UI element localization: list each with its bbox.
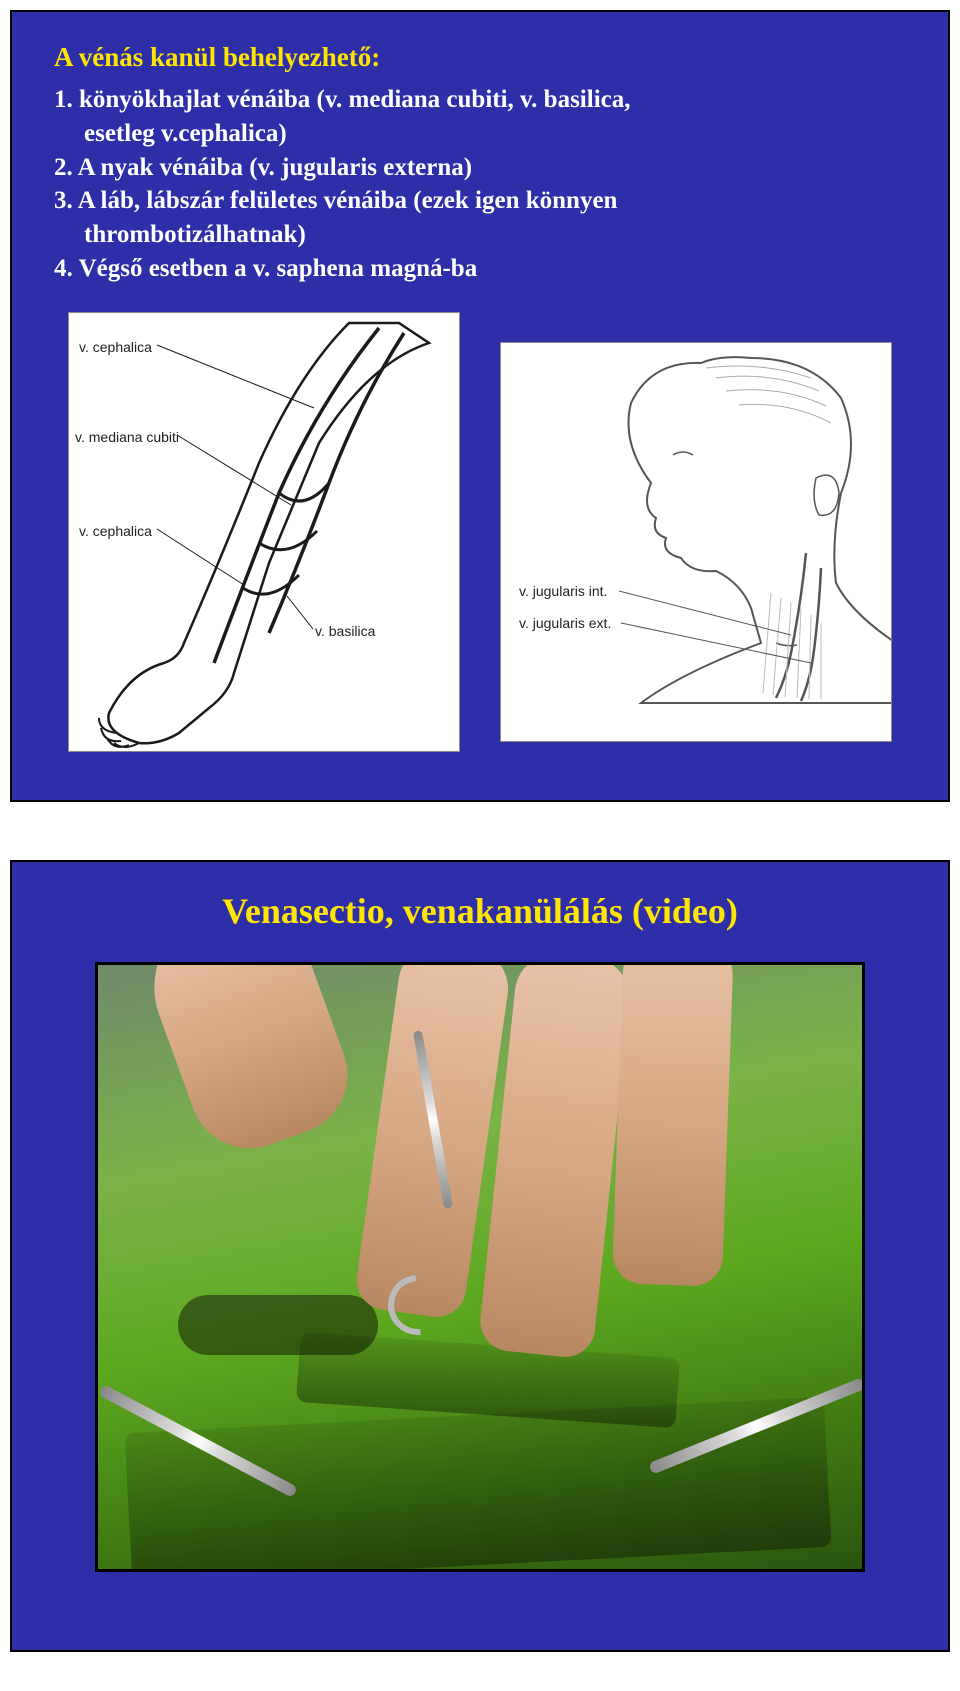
neck-svg [501, 343, 892, 742]
list-item: 3. A láb, lábszár felületes vénáiba (eze… [54, 184, 906, 252]
arm-label-cephalica-1: v. cephalica [79, 339, 152, 355]
arm-label-cephalica-2: v. cephalica [79, 523, 152, 539]
incision-shadow [178, 1295, 378, 1355]
slide-2: Venasectio, venakanülálás (video) [10, 860, 950, 1652]
finger [612, 962, 734, 1287]
list-item: 1. könyökhajlat vénáiba (v. mediana cubi… [54, 83, 906, 151]
thumb [132, 962, 364, 1165]
item-text-line2: thrombotizálhatnak) [54, 218, 906, 252]
slide1-title: A vénás kanül behelyezhető: [12, 12, 948, 73]
diagram-row: v. cephalica v. mediana cubiti v. cephal… [68, 312, 892, 752]
item-num: 2. [54, 154, 73, 181]
arm-label-basilica: v. basilica [315, 623, 375, 639]
surgical-video-still [95, 962, 865, 1572]
item-text: A nyak vénáiba (v. jugularis externa) [78, 154, 472, 181]
item-num: 4. [54, 255, 73, 282]
item-num: 1. [54, 86, 73, 113]
arm-label-mediana: v. mediana cubiti [75, 429, 179, 445]
item-text: Végső esetben a v. saphena magná-ba [79, 255, 478, 282]
item-text: könyökhajlat vénáiba (v. mediana cubiti,… [79, 86, 631, 113]
slide1-list: 1. könyökhajlat vénáiba (v. mediana cubi… [12, 73, 948, 286]
neck-veins-diagram: v. jugularis int. v. jugularis ext. [500, 342, 892, 742]
slide2-title: Venasectio, venakanülálás (video) [12, 862, 948, 932]
neck-label-jug-ext: v. jugularis ext. [519, 615, 611, 631]
item-text: A láb, lábszár felületes vénáiba (ezek i… [78, 187, 618, 214]
neck-label-jug-int: v. jugularis int. [519, 583, 607, 599]
arm-veins-diagram: v. cephalica v. mediana cubiti v. cephal… [68, 312, 460, 752]
item-num: 3. [54, 187, 73, 214]
list-item: 4. Végső esetben a v. saphena magná-ba [54, 252, 906, 286]
slide-1: A vénás kanül behelyezhető: 1. könyökhaj… [10, 10, 950, 802]
list-item: 2. A nyak vénáiba (v. jugularis externa) [54, 151, 906, 185]
drape-fold [125, 1397, 832, 1572]
item-text-line2: esetleg v.cephalica) [54, 117, 906, 151]
